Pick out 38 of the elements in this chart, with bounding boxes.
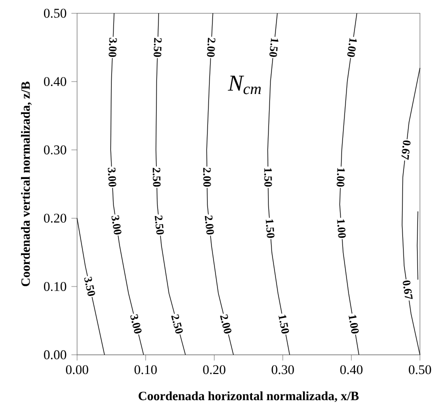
text: 3.00 <box>108 168 116 187</box>
text: 1.50 <box>269 38 278 57</box>
text: 1.00 <box>337 219 346 238</box>
text: 2.00 <box>220 314 232 334</box>
text: 0.67 <box>401 140 411 160</box>
text: 3.00 <box>130 314 142 334</box>
text: 3.50 <box>84 276 96 296</box>
annotation: N$_{cm}$ <box>228 76 261 94</box>
text: 1.50 <box>278 314 289 334</box>
text: 1.00 <box>347 38 357 57</box>
y-tick-label: 0.40 <box>44 77 66 86</box>
y-tick-label: 0.50 <box>44 8 66 18</box>
x-tick-label: 0.00 <box>66 365 88 374</box>
text: 2.00 <box>203 168 211 187</box>
y-tick-label: 0.30 <box>44 145 66 154</box>
y-tick-label: 0.20 <box>44 214 66 223</box>
text: 1.00 <box>336 168 345 187</box>
x-tick-label: 0.50 <box>408 365 432 374</box>
y-axis-title: Coordenada vertical normalizada, z/B <box>20 82 32 286</box>
x-tick-label: 0.10 <box>134 365 157 374</box>
x-axis-title: Coordenada horizontal normalizada, x/B <box>138 391 359 402</box>
text: 2.50 <box>154 38 162 57</box>
text: 3.00 <box>112 215 122 234</box>
text: 1.00 <box>348 314 359 334</box>
text: 2.50 <box>171 314 183 334</box>
text: 3.00 <box>108 38 117 57</box>
text: 1.50 <box>264 168 272 187</box>
text: 2.00 <box>204 216 214 234</box>
x-tick-label: 0.30 <box>272 365 294 374</box>
text: 0.67 <box>402 280 413 299</box>
text: 2.50 <box>152 168 161 187</box>
y-tick-label: 0.00 <box>44 350 66 360</box>
x-tick-label: 0.40 <box>340 365 363 374</box>
x-tick-label: 0.20 <box>203 365 226 374</box>
text: 2.50 <box>154 216 164 234</box>
y-tick-label: 0.10 <box>44 282 66 292</box>
text: 1.50 <box>266 219 274 238</box>
text: 2.00 <box>207 38 216 57</box>
